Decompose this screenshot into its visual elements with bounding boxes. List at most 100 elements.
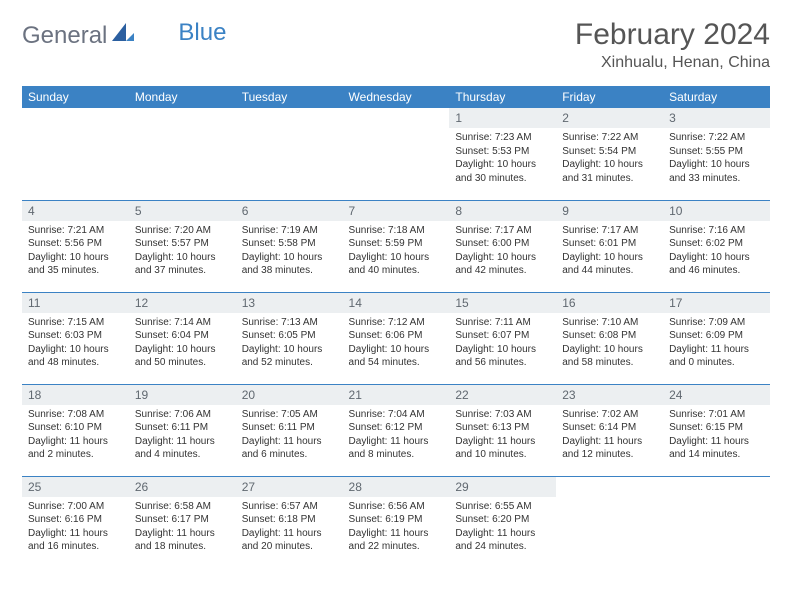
daylight-text: and 46 minutes. xyxy=(669,264,764,278)
weekday-header: Sunday xyxy=(22,86,129,108)
calendar-day-cell: 26Sunrise: 6:58 AMSunset: 6:17 PMDayligh… xyxy=(129,476,236,568)
sunrise-text: Sunrise: 7:00 AM xyxy=(28,500,123,514)
sunrise-text: Sunrise: 6:57 AM xyxy=(242,500,337,514)
calendar-table: SundayMondayTuesdayWednesdayThursdayFrid… xyxy=(22,86,770,568)
sunset-text: Sunset: 6:15 PM xyxy=(669,421,764,435)
calendar-day-cell: 20Sunrise: 7:05 AMSunset: 6:11 PMDayligh… xyxy=(236,384,343,476)
sunset-text: Sunset: 6:08 PM xyxy=(562,329,657,343)
daylight-text: Daylight: 10 hours xyxy=(669,158,764,172)
calendar-day-cell: 21Sunrise: 7:04 AMSunset: 6:12 PMDayligh… xyxy=(343,384,450,476)
day-number: 20 xyxy=(236,385,343,405)
calendar-week-row: 25Sunrise: 7:00 AMSunset: 6:16 PMDayligh… xyxy=(22,476,770,568)
daylight-text: Daylight: 10 hours xyxy=(562,343,657,357)
sunset-text: Sunset: 6:20 PM xyxy=(455,513,550,527)
page-header: General Blue February 2024 Xinhualu, Hen… xyxy=(22,18,770,72)
sunset-text: Sunset: 5:58 PM xyxy=(242,237,337,251)
weekday-header: Monday xyxy=(129,86,236,108)
daylight-text: Daylight: 11 hours xyxy=(242,435,337,449)
day-number: 7 xyxy=(343,201,450,221)
day-details: Sunrise: 6:58 AMSunset: 6:17 PMDaylight:… xyxy=(129,497,236,560)
day-details: Sunrise: 7:09 AMSunset: 6:09 PMDaylight:… xyxy=(663,313,770,376)
day-number: 5 xyxy=(129,201,236,221)
weekday-header: Friday xyxy=(556,86,663,108)
day-number: 14 xyxy=(343,293,450,313)
day-details: Sunrise: 7:11 AMSunset: 6:07 PMDaylight:… xyxy=(449,313,556,376)
sunset-text: Sunset: 6:19 PM xyxy=(349,513,444,527)
daylight-text: Daylight: 10 hours xyxy=(455,343,550,357)
day-number: 13 xyxy=(236,293,343,313)
day-details: Sunrise: 7:14 AMSunset: 6:04 PMDaylight:… xyxy=(129,313,236,376)
calendar-day-cell: 25Sunrise: 7:00 AMSunset: 6:16 PMDayligh… xyxy=(22,476,129,568)
sunrise-text: Sunrise: 7:17 AM xyxy=(455,224,550,238)
daylight-text: Daylight: 11 hours xyxy=(135,435,230,449)
sunrise-text: Sunrise: 7:18 AM xyxy=(349,224,444,238)
weekday-header: Saturday xyxy=(663,86,770,108)
day-details: Sunrise: 7:13 AMSunset: 6:05 PMDaylight:… xyxy=(236,313,343,376)
daylight-text: and 30 minutes. xyxy=(455,172,550,186)
daylight-text: Daylight: 10 hours xyxy=(242,251,337,265)
daylight-text: Daylight: 10 hours xyxy=(562,158,657,172)
calendar-day-cell: 9Sunrise: 7:17 AMSunset: 6:01 PMDaylight… xyxy=(556,200,663,292)
sunrise-text: Sunrise: 6:56 AM xyxy=(349,500,444,514)
daylight-text: Daylight: 11 hours xyxy=(455,527,550,541)
calendar-day-cell: 16Sunrise: 7:10 AMSunset: 6:08 PMDayligh… xyxy=(556,292,663,384)
day-number: 2 xyxy=(556,108,663,128)
day-details: Sunrise: 7:00 AMSunset: 6:16 PMDaylight:… xyxy=(22,497,129,560)
sunset-text: Sunset: 6:05 PM xyxy=(242,329,337,343)
calendar-day-cell: 24Sunrise: 7:01 AMSunset: 6:15 PMDayligh… xyxy=(663,384,770,476)
day-number: 3 xyxy=(663,108,770,128)
sunrise-text: Sunrise: 7:23 AM xyxy=(455,131,550,145)
day-details: Sunrise: 7:10 AMSunset: 6:08 PMDaylight:… xyxy=(556,313,663,376)
daylight-text: Daylight: 11 hours xyxy=(455,435,550,449)
sunrise-text: Sunrise: 7:09 AM xyxy=(669,316,764,330)
sunrise-text: Sunrise: 6:55 AM xyxy=(455,500,550,514)
day-number: 16 xyxy=(556,293,663,313)
sunset-text: Sunset: 6:07 PM xyxy=(455,329,550,343)
sunset-text: Sunset: 6:00 PM xyxy=(455,237,550,251)
calendar-day-cell: 11Sunrise: 7:15 AMSunset: 6:03 PMDayligh… xyxy=(22,292,129,384)
daylight-text: Daylight: 11 hours xyxy=(28,435,123,449)
calendar-day-cell: 14Sunrise: 7:12 AMSunset: 6:06 PMDayligh… xyxy=(343,292,450,384)
day-details: Sunrise: 7:02 AMSunset: 6:14 PMDaylight:… xyxy=(556,405,663,468)
day-number: 10 xyxy=(663,201,770,221)
sunset-text: Sunset: 5:55 PM xyxy=(669,145,764,159)
calendar-week-row: 18Sunrise: 7:08 AMSunset: 6:10 PMDayligh… xyxy=(22,384,770,476)
daylight-text: and 35 minutes. xyxy=(28,264,123,278)
day-number: 8 xyxy=(449,201,556,221)
daylight-text: Daylight: 10 hours xyxy=(135,251,230,265)
daylight-text: and 31 minutes. xyxy=(562,172,657,186)
calendar-day-cell: 27Sunrise: 6:57 AMSunset: 6:18 PMDayligh… xyxy=(236,476,343,568)
calendar-day-cell: 4Sunrise: 7:21 AMSunset: 5:56 PMDaylight… xyxy=(22,200,129,292)
sunset-text: Sunset: 6:11 PM xyxy=(242,421,337,435)
day-number: 21 xyxy=(343,385,450,405)
daylight-text: Daylight: 10 hours xyxy=(135,343,230,357)
daylight-text: and 2 minutes. xyxy=(28,448,123,462)
sunrise-text: Sunrise: 7:22 AM xyxy=(562,131,657,145)
daylight-text: and 10 minutes. xyxy=(455,448,550,462)
day-details: Sunrise: 7:05 AMSunset: 6:11 PMDaylight:… xyxy=(236,405,343,468)
day-number: 4 xyxy=(22,201,129,221)
day-number: 25 xyxy=(22,477,129,497)
calendar-day-cell: 22Sunrise: 7:03 AMSunset: 6:13 PMDayligh… xyxy=(449,384,556,476)
daylight-text: and 18 minutes. xyxy=(135,540,230,554)
sunset-text: Sunset: 5:57 PM xyxy=(135,237,230,251)
sunset-text: Sunset: 6:16 PM xyxy=(28,513,123,527)
daylight-text: Daylight: 11 hours xyxy=(562,435,657,449)
calendar-day-cell: 28Sunrise: 6:56 AMSunset: 6:19 PMDayligh… xyxy=(343,476,450,568)
daylight-text: Daylight: 10 hours xyxy=(28,251,123,265)
daylight-text: and 12 minutes. xyxy=(562,448,657,462)
sunrise-text: Sunrise: 7:22 AM xyxy=(669,131,764,145)
sunset-text: Sunset: 5:54 PM xyxy=(562,145,657,159)
calendar-day-cell: 8Sunrise: 7:17 AMSunset: 6:00 PMDaylight… xyxy=(449,200,556,292)
calendar-empty-cell xyxy=(343,108,450,200)
sunrise-text: Sunrise: 7:17 AM xyxy=(562,224,657,238)
sunrise-text: Sunrise: 7:12 AM xyxy=(349,316,444,330)
daylight-text: Daylight: 11 hours xyxy=(135,527,230,541)
day-number: 29 xyxy=(449,477,556,497)
sunrise-text: Sunrise: 7:21 AM xyxy=(28,224,123,238)
daylight-text: Daylight: 11 hours xyxy=(349,527,444,541)
daylight-text: Daylight: 10 hours xyxy=(669,251,764,265)
calendar-week-row: 11Sunrise: 7:15 AMSunset: 6:03 PMDayligh… xyxy=(22,292,770,384)
calendar-week-row: 1Sunrise: 7:23 AMSunset: 5:53 PMDaylight… xyxy=(22,108,770,200)
daylight-text: and 0 minutes. xyxy=(669,356,764,370)
